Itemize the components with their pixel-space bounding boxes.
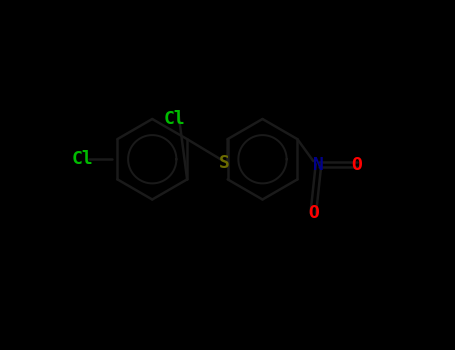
Text: S: S — [218, 154, 229, 172]
Text: O: O — [352, 155, 363, 174]
Text: Cl: Cl — [71, 150, 93, 168]
Text: O: O — [308, 204, 318, 223]
Text: N: N — [313, 155, 324, 174]
Text: Cl: Cl — [164, 110, 186, 128]
